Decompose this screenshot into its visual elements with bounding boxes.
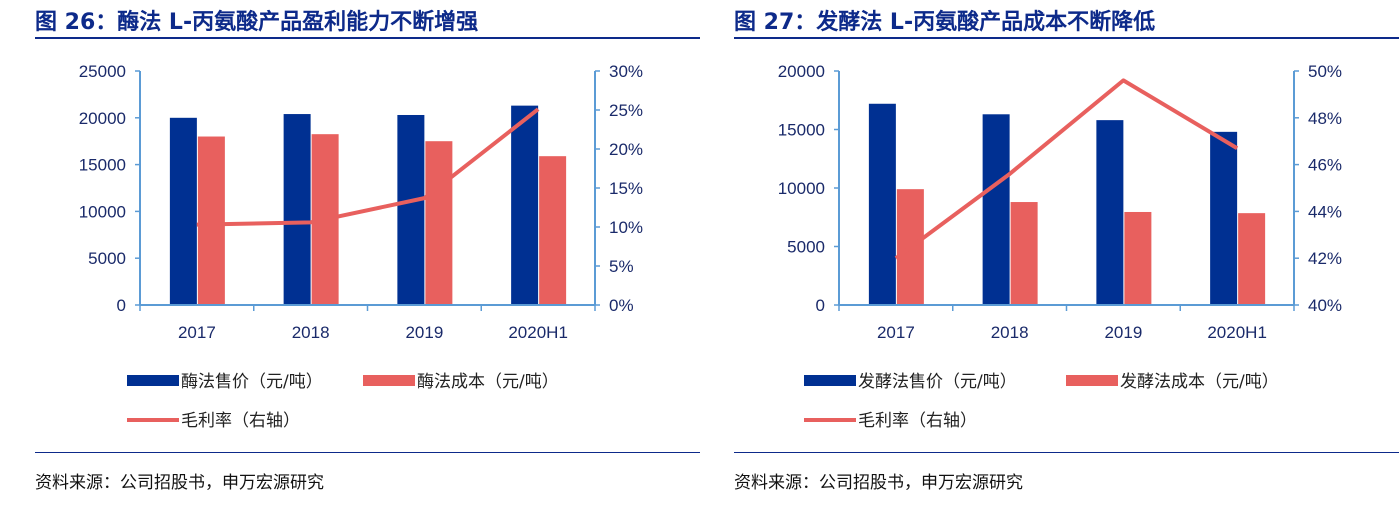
chart-panel-27: 图 27：发酵法 L-丙氨酸产品成本不断降低 0 5000 10000 15000 20… <box>734 0 1399 505</box>
title-divider <box>35 37 700 39</box>
y-tick-label: 25000 <box>79 62 126 81</box>
source-note: 资料来源：公司招股书，申万宏源研究 <box>734 473 1023 493</box>
y2-tick-label: 5% <box>609 257 634 276</box>
bar-0 <box>511 105 539 305</box>
margin-line <box>894 78 1239 260</box>
legend-label-margin: 毛利率（右轴） <box>858 411 977 431</box>
y2-tick-label: 10% <box>609 218 643 237</box>
bar-1 <box>1238 213 1266 305</box>
bar-1 <box>425 141 453 305</box>
legend-swatch-price <box>127 375 179 386</box>
y2-tick-label: 25% <box>609 101 643 120</box>
y-tick-label: 10000 <box>778 179 825 198</box>
title-divider <box>734 37 1399 39</box>
y-tick-label: 15000 <box>778 121 825 140</box>
y-tick-label: 5000 <box>88 249 126 268</box>
source-note: 资料来源：公司招股书，申万宏源研究 <box>35 473 324 493</box>
bar-0 <box>982 114 1010 305</box>
bar-0 <box>1210 131 1238 305</box>
footer-divider <box>734 452 1399 453</box>
margin-line <box>196 107 540 227</box>
y2-tick-label: 48% <box>1308 109 1342 128</box>
bar-1 <box>197 136 225 305</box>
y-tick-label: 20000 <box>778 62 825 81</box>
x-tick-label: 2018 <box>292 323 330 342</box>
legend-label-cost: 酶法成本（元/吨） <box>417 372 559 392</box>
y2-tick-label: 42% <box>1308 249 1342 268</box>
y2-tick-label: 44% <box>1308 202 1342 221</box>
chart-panel-26: 图 26：酶法 L-丙氨酸产品盈利能力不断增强 0 5000 10000 15000 2… <box>35 0 700 505</box>
chart-title: 图 27：发酵法 L-丙氨酸产品成本不断降低 <box>734 10 1156 35</box>
y2-tick-label: 46% <box>1308 156 1342 175</box>
chart-26: 0 5000 10000 15000 20000 25000 0% 5% 10% 15% 20% 25… <box>79 62 643 431</box>
legend-label-margin: 毛利率（右轴） <box>181 411 300 431</box>
x-tick-label: 2020H1 <box>508 323 568 342</box>
bar-0 <box>868 103 896 305</box>
legend-label-cost: 发酵法成本（元/吨） <box>1120 372 1279 392</box>
legend-swatch-price <box>804 375 856 386</box>
chart-title: 图 26：酶法 L-丙氨酸产品盈利能力不断增强 <box>35 10 479 35</box>
y-tick-label: 15000 <box>79 156 126 175</box>
y-tick-label: 5000 <box>787 238 825 257</box>
bar-0 <box>1096 120 1124 305</box>
bar-0 <box>169 117 197 305</box>
y-tick-label: 0 <box>117 296 126 315</box>
bar-1 <box>1010 202 1038 305</box>
legend-swatch-cost <box>363 375 415 386</box>
y2-tick-label: 30% <box>609 62 643 81</box>
x-tick-label: 2019 <box>405 323 443 342</box>
x-tick-label: 2019 <box>1104 323 1142 342</box>
bar-1 <box>1124 211 1152 305</box>
y-tick-label: 0 <box>816 296 825 315</box>
chart-27: 0 5000 10000 15000 20000 40% 42% 44% 46% 48% 50% 20… <box>778 62 1342 431</box>
x-tick-label: 2020H1 <box>1207 323 1267 342</box>
x-tick-label: 2018 <box>991 323 1029 342</box>
bar-0 <box>397 114 425 305</box>
x-tick-label: 2017 <box>178 323 216 342</box>
bar-0 <box>283 114 311 305</box>
y2-tick-label: 20% <box>609 140 643 159</box>
legend-label-price: 酶法售价（元/吨） <box>181 372 323 392</box>
bar-1 <box>539 156 567 305</box>
footer-divider <box>35 452 700 453</box>
y-tick-label: 20000 <box>79 109 126 128</box>
legend-swatch-cost <box>1066 375 1118 386</box>
y2-tick-label: 50% <box>1308 62 1342 81</box>
legend-label-price: 发酵法售价（元/吨） <box>858 372 1017 392</box>
x-tick-label: 2017 <box>877 323 915 342</box>
y2-tick-label: 0% <box>609 296 634 315</box>
y-tick-label: 10000 <box>79 202 126 221</box>
y2-tick-label: 40% <box>1308 296 1342 315</box>
y2-tick-label: 15% <box>609 179 643 198</box>
